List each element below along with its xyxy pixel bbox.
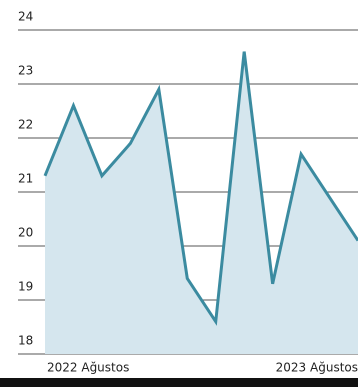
x-tick-label: 2023 Ağustos	[276, 361, 358, 375]
y-tick-label: 21	[18, 172, 33, 186]
x-tick-label: 2022 Ağustos	[47, 361, 129, 375]
area-fill	[45, 51, 358, 354]
y-tick-label: 22	[18, 118, 33, 132]
y-tick-label: 19	[18, 280, 33, 294]
y-tick-label: 18	[18, 334, 33, 348]
y-tick-label: 24	[18, 10, 33, 24]
bottom-bar	[0, 378, 358, 387]
y-tick-label: 20	[18, 226, 33, 240]
y-tick-label: 23	[18, 64, 33, 78]
line	[43, 51, 358, 326]
